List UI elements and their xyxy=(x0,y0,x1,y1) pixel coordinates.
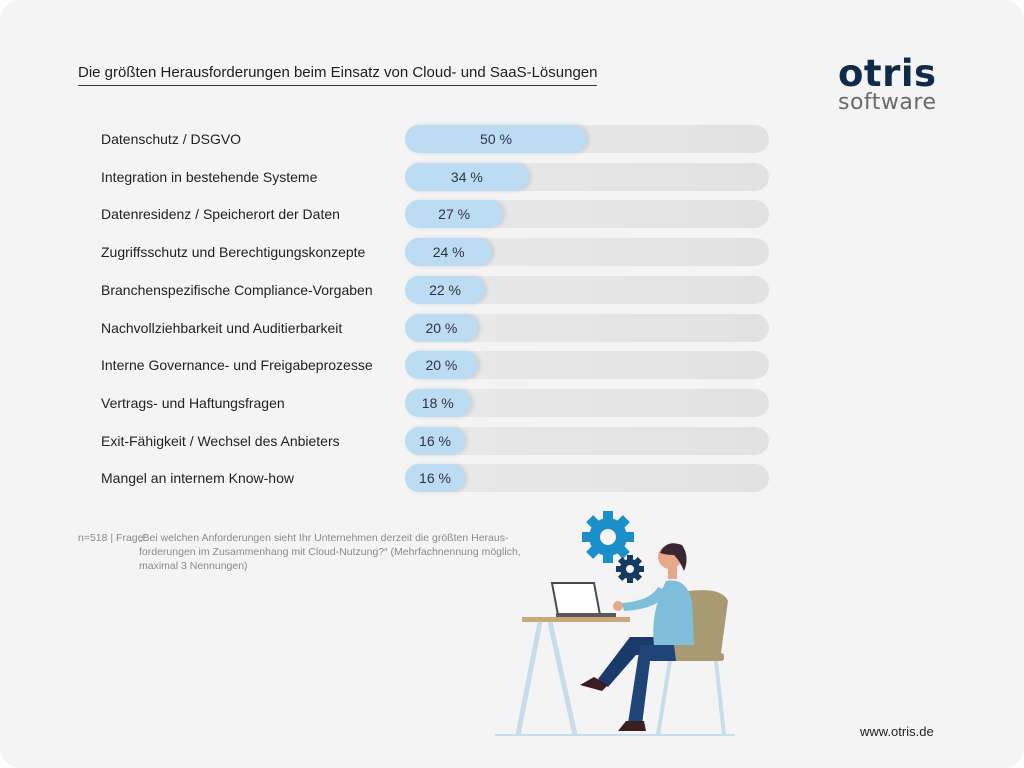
footnote-text: „Bei welchen Anforderungen sieht Ihr Unt… xyxy=(139,532,521,572)
gear-icon xyxy=(616,555,644,583)
bar: 16 % xyxy=(405,426,465,455)
bar-track: 20 % xyxy=(405,313,769,342)
bar-track: 20 % xyxy=(405,351,769,380)
bar-value-label: 22 % xyxy=(429,281,461,298)
logo-wordmark: otris xyxy=(838,52,937,95)
bar-category-label: Exit-Fähigkeit / Wechsel des Anbieters xyxy=(101,432,340,449)
bar-row: Vertrags- und Haftungsfragen 18 % xyxy=(0,388,1024,419)
bar-value-label: 34 % xyxy=(450,168,483,185)
bar-track: 22 % xyxy=(405,275,769,304)
bar-category-label: Vertrags- und Haftungsfragen xyxy=(101,394,285,411)
bar-category-label: Mangel an internem Know-how xyxy=(101,470,294,487)
bar-row: Mangel an internem Know-how 16 % xyxy=(0,464,1024,494)
footnote-prefix: n=518 | Frage: xyxy=(78,532,147,544)
bar: 20 % xyxy=(405,313,478,342)
bar-row: Nachvollziehbarkeit und Auditierbarkeit 2… xyxy=(0,313,1024,344)
logo-subline: software xyxy=(838,90,937,115)
bar-row: Datenschutz / DSGVO 50 % xyxy=(0,125,1024,155)
bar-track: 27 % xyxy=(405,200,769,229)
website-url[interactable]: www.otris.de xyxy=(860,724,934,739)
bar: 16 % xyxy=(405,464,465,493)
bar-value-label: 16 % xyxy=(419,470,451,487)
bar-row: Datenresidenz / Speicherort der Daten 27 … xyxy=(0,200,1024,230)
bar-category-label: Zugriffsschutz und Berechtigungskonzepte xyxy=(101,244,366,261)
bar-category-label: Integration in bestehende Systeme xyxy=(101,168,318,185)
bar: 50 % xyxy=(405,125,587,153)
bar: 18 % xyxy=(405,388,471,417)
bar-value-label: 20 % xyxy=(425,357,458,374)
bar: 22 % xyxy=(405,275,486,304)
bar-value-label: 18 % xyxy=(421,394,454,411)
bar-category-label: Interne Governance- und Freigabeprozesse xyxy=(101,357,373,374)
person-at-desk-illustration xyxy=(495,511,735,736)
bar: 34 % xyxy=(405,162,529,191)
bar-row: Interne Governance- und Freigabeprozesse… xyxy=(0,351,1024,381)
bar-row: Exit-Fähigkeit / Wechsel des Anbieters 16… xyxy=(0,426,1024,457)
bar-category-label: Branchenspezifische Compliance-Vorgaben xyxy=(101,281,373,298)
bar-value-label: 27 % xyxy=(438,206,471,223)
bar-value-label: 20 % xyxy=(425,319,458,336)
bar-track: 16 % xyxy=(405,464,769,493)
bar-value-label: 50 % xyxy=(480,131,512,147)
bar-value-label: 16 % xyxy=(419,432,451,449)
bar: 24 % xyxy=(405,238,493,267)
bar-track: 24 % xyxy=(405,238,769,267)
bar-row: Branchenspezifische Compliance-Vorgaben 2… xyxy=(0,275,1024,306)
bar: 20 % xyxy=(405,351,478,380)
bar-row: Integration in bestehende Systeme 34 % xyxy=(0,162,1024,193)
bar: 27 % xyxy=(405,200,504,229)
bar-row: Zugriffsschutz und Berechtigungskonzepte… xyxy=(0,238,1024,268)
bar-value-label: 24 % xyxy=(432,244,465,261)
bar-track: 50 % xyxy=(405,125,769,153)
bar-track: 16 % xyxy=(405,426,769,455)
bar-track: 34 % xyxy=(405,162,769,191)
gear-icon xyxy=(582,511,634,563)
page-title: Die größten Herausforderungen beim Einsa… xyxy=(78,64,598,86)
bar-category-label: Nachvollziehbarkeit und Auditierbarkeit xyxy=(101,319,343,336)
otris-logo: otris software xyxy=(838,55,937,114)
bar-track: 18 % xyxy=(405,388,769,417)
bar-category-label: Datenschutz / DSGVO xyxy=(101,131,242,147)
bar-category-label: Datenresidenz / Speicherort der Daten xyxy=(101,206,340,223)
